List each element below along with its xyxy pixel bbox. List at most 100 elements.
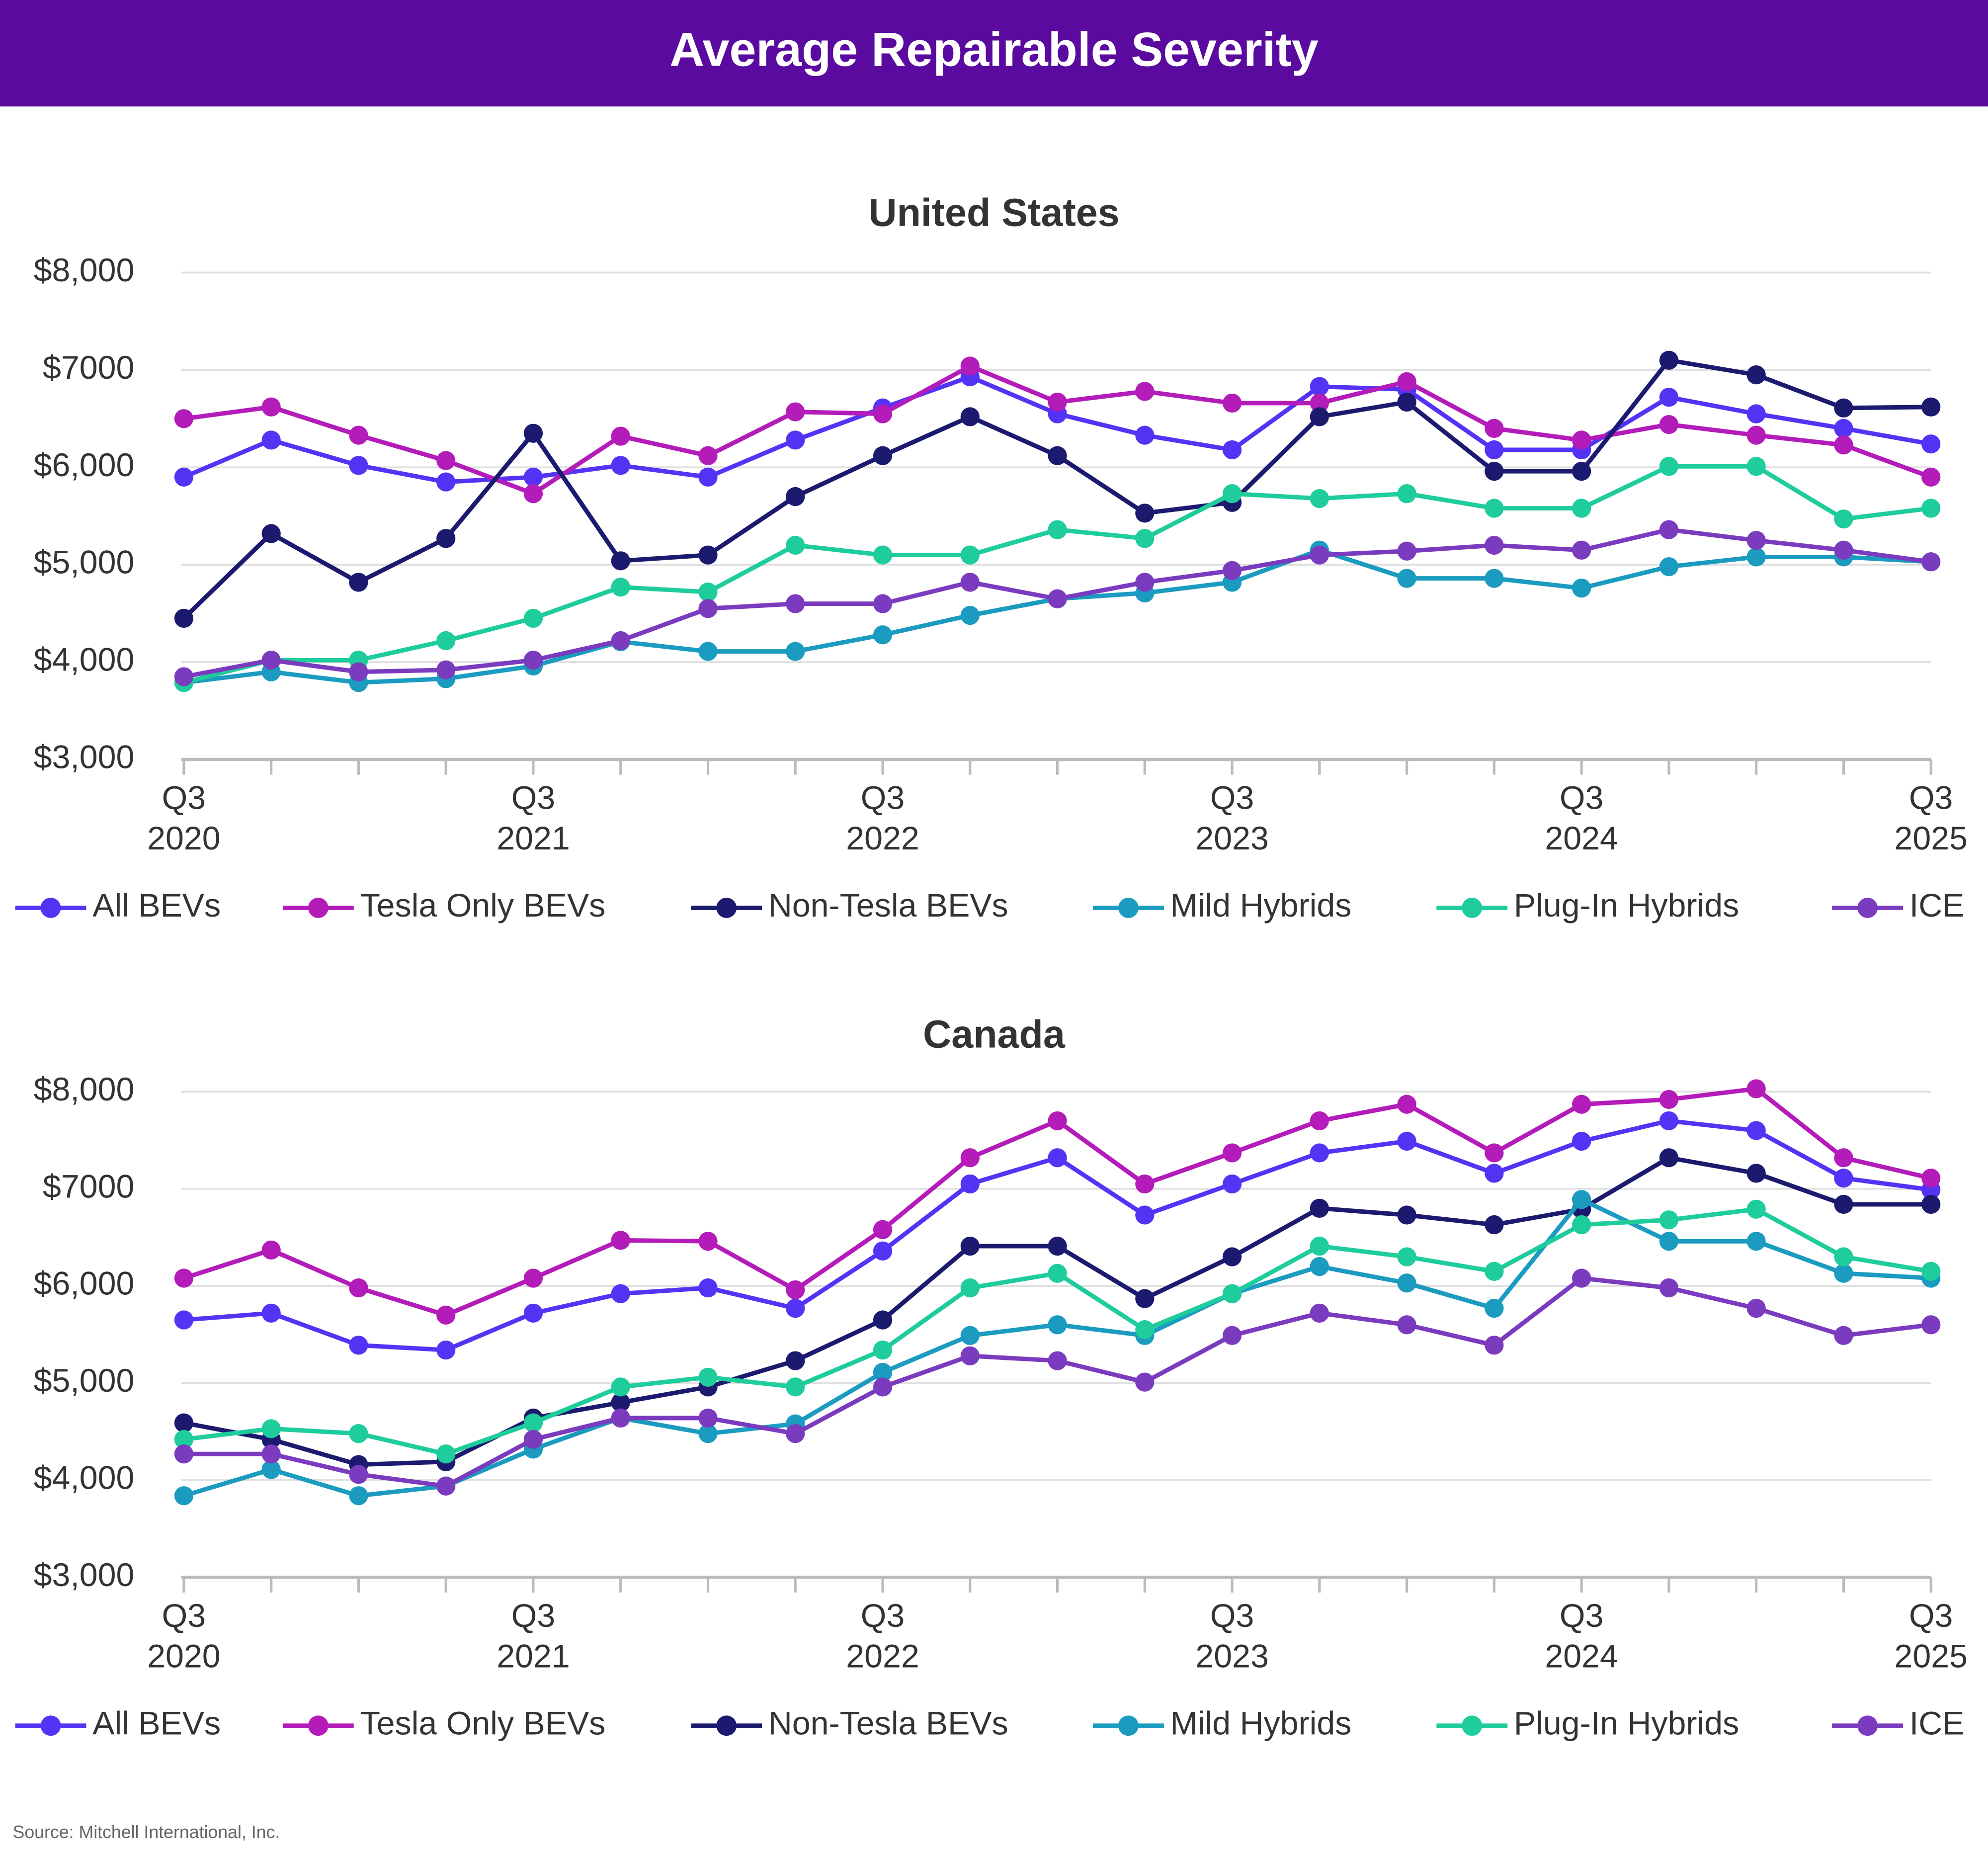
data-point [873, 625, 893, 645]
data-point [1659, 520, 1679, 539]
data-point [960, 573, 980, 592]
data-point [786, 402, 805, 422]
x-tick-label: Q3 2025 [1894, 1597, 1968, 1675]
data-point [174, 409, 194, 428]
data-point [1921, 552, 1941, 572]
x-tick-label-line: Q3 [1909, 1597, 1953, 1634]
chart-title: Canada [923, 1012, 1066, 1056]
data-point [261, 1444, 281, 1464]
data-point [1746, 531, 1766, 550]
data-point [523, 1430, 543, 1449]
data-point [1310, 1111, 1329, 1131]
data-point [523, 608, 543, 628]
data-point [1048, 1236, 1067, 1256]
data-point [786, 594, 805, 613]
data-point [960, 1278, 980, 1298]
data-point [786, 487, 805, 506]
data-point [698, 1278, 718, 1298]
data-point [1659, 457, 1679, 476]
data-point [1746, 1232, 1766, 1251]
data-point [1048, 589, 1067, 608]
data-point [960, 1148, 980, 1168]
data-point [1048, 1315, 1067, 1335]
data-point [261, 430, 281, 450]
legend-label: ICE [1909, 1705, 1965, 1742]
legend-marker [1118, 1715, 1139, 1736]
data-point [1746, 365, 1766, 385]
x-tick-label-line: Q3 [511, 1597, 555, 1634]
data-point [1834, 398, 1853, 418]
y-tick-label: $5,000 [34, 1362, 135, 1399]
x-tick-label-line: 2025 [1894, 820, 1968, 857]
data-point [786, 1424, 805, 1443]
data-point [1485, 1298, 1504, 1318]
data-point [611, 426, 630, 446]
data-point [1834, 1194, 1853, 1214]
data-point [1048, 520, 1067, 539]
data-point [1921, 1194, 1941, 1214]
data-point [174, 1310, 194, 1330]
data-point [698, 642, 718, 661]
data-point [174, 667, 194, 686]
data-point [1659, 1148, 1679, 1168]
data-point [611, 1231, 630, 1250]
data-point [1572, 1190, 1591, 1209]
data-point [1310, 1143, 1329, 1163]
y-tick-label: $4,000 [34, 642, 135, 678]
data-point [1572, 430, 1591, 450]
legend-marker [40, 898, 61, 918]
data-point [1397, 484, 1416, 504]
data-point [261, 1460, 281, 1479]
x-tick-label: Q3 2023 [1195, 779, 1269, 857]
data-point [436, 529, 456, 548]
data-point [1659, 1232, 1679, 1251]
data-point [1834, 509, 1853, 529]
data-point [786, 535, 805, 555]
data-point [1135, 504, 1155, 523]
data-point [1048, 1148, 1067, 1168]
data-point [1485, 440, 1504, 460]
data-point [1310, 407, 1329, 426]
legend-label: Plug-In Hybrids [1514, 887, 1739, 924]
legend-marker [1857, 1715, 1878, 1736]
data-point [523, 1303, 543, 1323]
legend-label: Tesla Only BEVs [360, 887, 605, 924]
legend-label: Plug-In Hybrids [1514, 1705, 1739, 1742]
data-point [1397, 1273, 1416, 1293]
legend-marker [308, 1715, 329, 1736]
data-point [1485, 499, 1504, 518]
data-point [1397, 392, 1416, 412]
data-point [436, 631, 456, 651]
x-tick-label-line: Q3 [1909, 779, 1953, 816]
data-point [960, 605, 980, 625]
x-tick-label-line: 2020 [147, 820, 221, 857]
data-point [698, 467, 718, 487]
x-tick-label-line: 2022 [846, 1638, 919, 1675]
x-tick-label-line: 2020 [147, 1638, 221, 1675]
data-point [1746, 1298, 1766, 1318]
data-point [1834, 1264, 1853, 1283]
data-point [786, 642, 805, 661]
data-point [698, 545, 718, 565]
data-point [1310, 1257, 1329, 1276]
data-point [1485, 535, 1504, 555]
data-point [1222, 484, 1242, 504]
data-point [1834, 540, 1853, 560]
data-point [349, 573, 368, 592]
data-point [1659, 1278, 1679, 1298]
data-point [1485, 1262, 1504, 1281]
data-point [1572, 579, 1591, 598]
data-point [436, 451, 456, 470]
legend-marker [1462, 898, 1483, 918]
data-point [174, 467, 194, 487]
x-tick-label-line: Q3 [1210, 779, 1254, 816]
data-point [873, 545, 893, 565]
data-point [873, 404, 893, 423]
x-tick-label-line: Q3 [1210, 1597, 1254, 1634]
data-point [698, 599, 718, 618]
data-point [873, 1377, 893, 1397]
source-note: Source: Mitchell International, Inc. [13, 1822, 280, 1842]
x-tick-label-line: Q3 [162, 1597, 206, 1634]
data-point [1485, 569, 1504, 588]
